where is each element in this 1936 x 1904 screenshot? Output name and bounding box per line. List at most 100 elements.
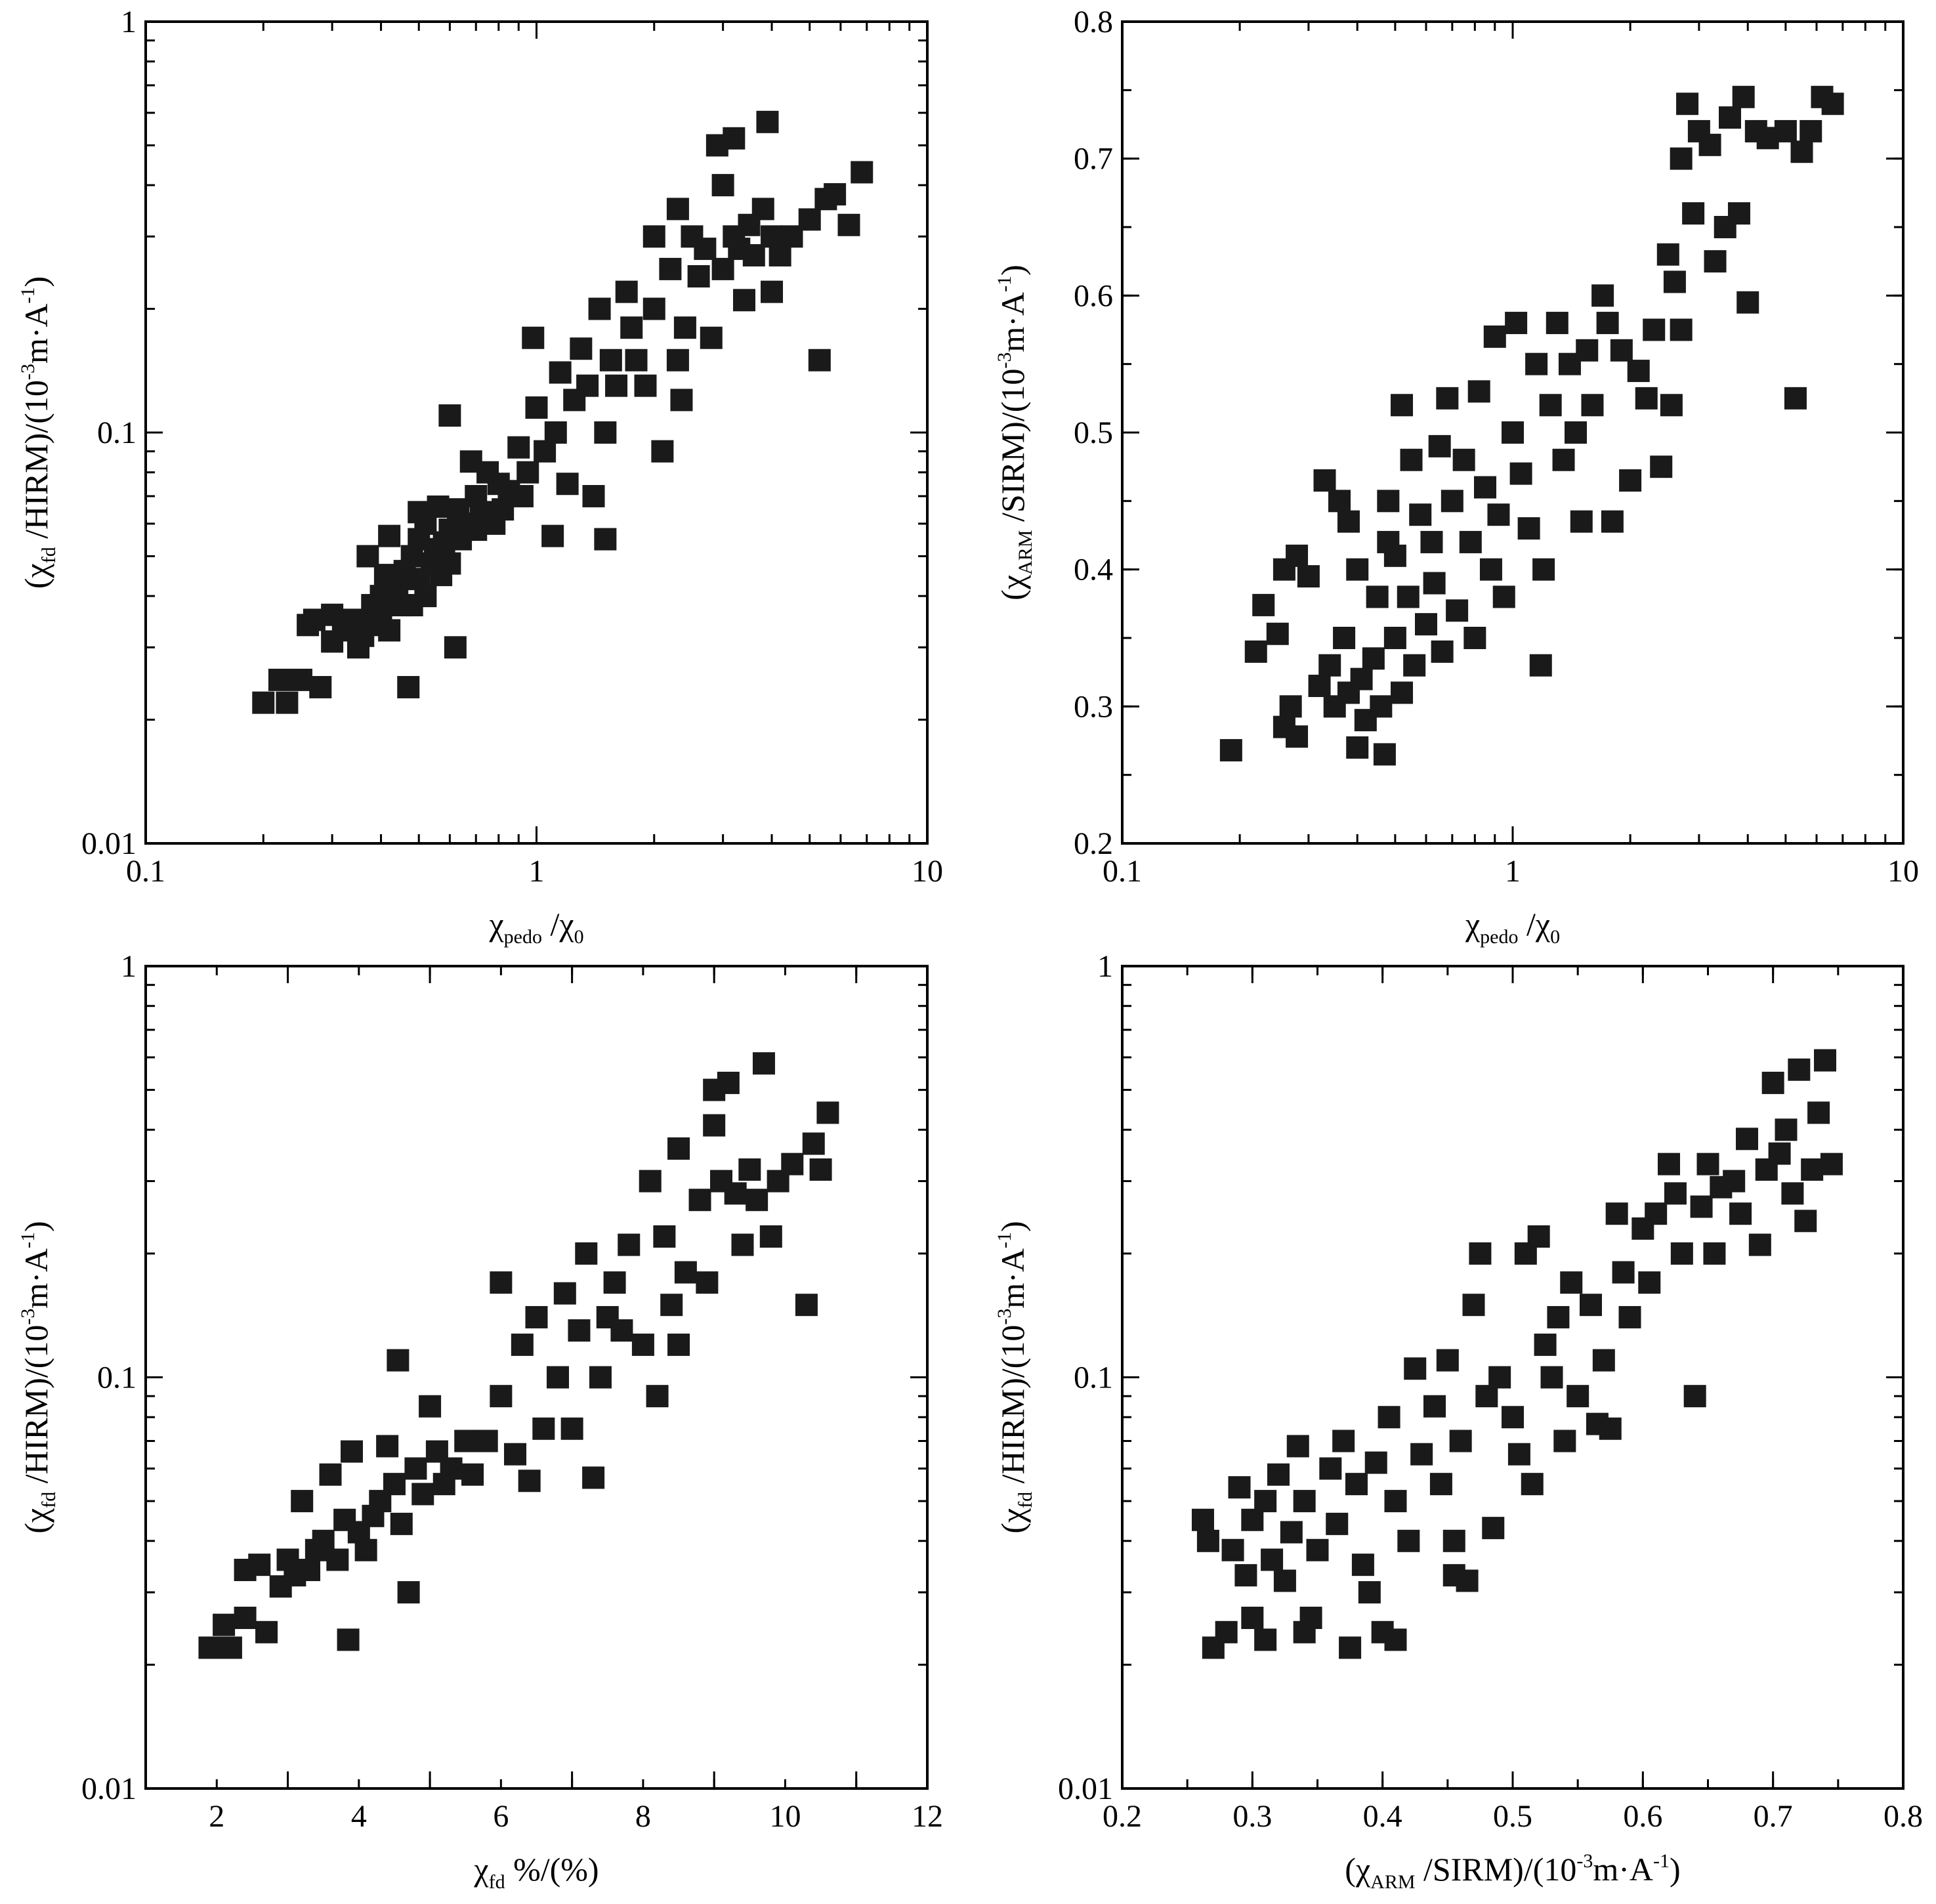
- y-tick-label: 0.5: [1074, 415, 1113, 450]
- data-point: [1784, 387, 1807, 410]
- y-label-post: /HIRM)/(10: [994, 1325, 1031, 1492]
- x-tick-label: 0.5: [1493, 1799, 1532, 1834]
- data-point: [1364, 1451, 1387, 1474]
- data-point: [1436, 387, 1459, 410]
- y-label-post2: m·A: [18, 1248, 54, 1309]
- data-point: [687, 264, 710, 287]
- y-axis-label: (χfd /HIRM)/(10-3m·A-1): [994, 1221, 1036, 1533]
- data-point: [1328, 490, 1351, 513]
- data-point: [544, 421, 567, 444]
- data-point: [378, 524, 401, 547]
- data-point: [575, 1242, 598, 1265]
- data-point: [1391, 681, 1414, 704]
- data-point: [1547, 1305, 1570, 1328]
- data-point: [1698, 133, 1721, 156]
- data-point: [837, 213, 860, 236]
- data-point: [1821, 93, 1844, 116]
- x-tick-label: 12: [912, 1799, 943, 1834]
- data-point: [1487, 503, 1510, 526]
- data-point: [490, 1385, 513, 1408]
- data-point: [610, 1319, 633, 1342]
- data-point: [651, 440, 674, 463]
- data-point: [1761, 1071, 1784, 1094]
- data-point: [326, 1548, 349, 1571]
- data-point: [761, 280, 784, 303]
- data-point: [851, 161, 873, 184]
- data-point: [1383, 627, 1406, 649]
- data-point: [1643, 318, 1666, 341]
- data-point: [1273, 1569, 1296, 1592]
- data-point: [1656, 243, 1679, 266]
- data-point: [1254, 1628, 1277, 1651]
- data-point: [752, 1052, 775, 1075]
- x-label-sym: χ: [1355, 1851, 1370, 1888]
- y-tick-label: 0.1: [97, 1361, 137, 1395]
- data-point: [252, 691, 275, 714]
- x-tick-label: 6: [493, 1799, 509, 1834]
- data-point: [1337, 510, 1360, 533]
- data-point: [751, 198, 774, 221]
- data-point: [525, 1305, 548, 1328]
- data-point: [1383, 544, 1406, 567]
- y-label-sub: fd: [38, 547, 60, 563]
- data-point: [1362, 647, 1385, 670]
- data-point: [1820, 1153, 1843, 1175]
- data-point: [1332, 1429, 1355, 1452]
- data-point: [354, 1538, 377, 1561]
- data-point: [1373, 743, 1396, 766]
- y-tick-label: 1: [121, 5, 137, 39]
- x-label-sym: χ: [1465, 906, 1480, 942]
- data-point: [732, 289, 755, 312]
- data-point: [724, 1182, 747, 1205]
- data-point: [1676, 93, 1699, 116]
- data-point: [1280, 1521, 1303, 1544]
- data-point: [1293, 1490, 1316, 1513]
- x-label-post: %/(%): [505, 1851, 599, 1888]
- y-axis-label: (χfd /HIRM)/(10-3m·A-1): [17, 276, 60, 589]
- data-point: [1619, 469, 1642, 492]
- data-point: [1690, 1195, 1713, 1218]
- data-point: [511, 484, 534, 507]
- x-tick-label: 0.3: [1232, 1799, 1272, 1834]
- data-point: [808, 349, 831, 371]
- data-point: [378, 619, 401, 642]
- y-tick-label: 0.8: [1074, 5, 1113, 39]
- x-label-post: /χ: [1518, 906, 1550, 942]
- data-point: [387, 1349, 410, 1372]
- y-tick-label: 0.4: [1074, 553, 1113, 587]
- data-point: [659, 257, 682, 280]
- data-point: [666, 198, 689, 221]
- data-point: [553, 1282, 576, 1305]
- data-point: [1345, 1473, 1368, 1496]
- data-point: [1474, 476, 1497, 499]
- x-label-sup: -3: [1576, 1850, 1593, 1872]
- data-point: [568, 1319, 591, 1342]
- plot-frame: [144, 965, 929, 1790]
- y-label-pre: (: [18, 1523, 54, 1534]
- data-point: [1488, 1366, 1511, 1389]
- data-point: [711, 174, 734, 197]
- data-point: [646, 1385, 669, 1408]
- data-point: [1645, 1202, 1668, 1225]
- y-label-sup2: -1: [17, 287, 39, 303]
- data-point: [1517, 517, 1540, 540]
- data-point: [1627, 360, 1650, 383]
- data-point: [1358, 1581, 1381, 1604]
- x-label-sub: pedo: [504, 926, 542, 948]
- data-point: [1397, 585, 1420, 608]
- data-point: [798, 208, 821, 231]
- data-point: [1370, 695, 1393, 718]
- data-point: [1326, 1512, 1349, 1535]
- data-point: [1215, 1620, 1238, 1643]
- data-point: [1704, 250, 1727, 273]
- data-point: [340, 1440, 363, 1463]
- y-label-sym: χ: [994, 575, 1031, 590]
- data-point: [1540, 1366, 1563, 1389]
- data-point: [700, 326, 723, 349]
- y-label-post3: ): [18, 276, 54, 287]
- data-point: [1228, 1476, 1251, 1499]
- data-point: [309, 675, 332, 698]
- x-tick-label: 0.2: [1103, 1799, 1142, 1834]
- data-point: [404, 1457, 427, 1480]
